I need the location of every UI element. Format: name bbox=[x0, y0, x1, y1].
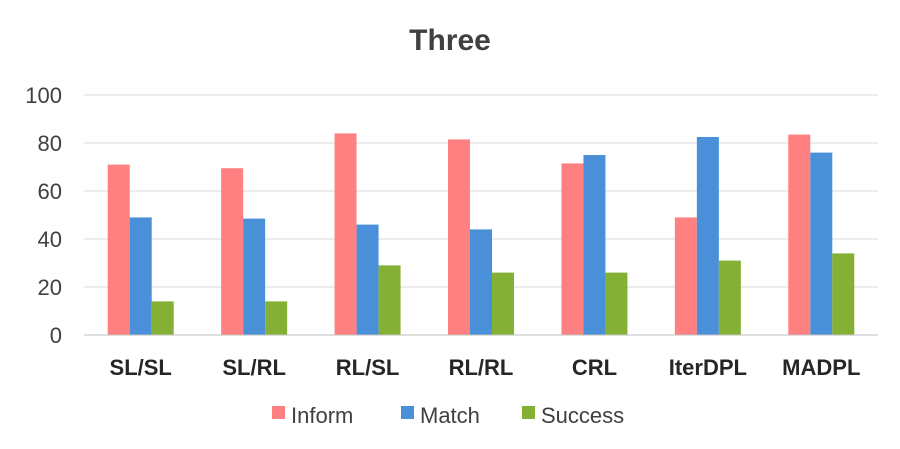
x-axis-categories: SL/SL SL/RL RL/SL RL/RL CRL IterDPL MADPL bbox=[110, 355, 861, 380]
x-category-label: SL/SL bbox=[110, 355, 172, 380]
x-category-label: IterDPL bbox=[669, 355, 747, 380]
bar-inform-3 bbox=[448, 139, 470, 335]
legend-label-success: Success bbox=[541, 403, 624, 428]
bar-match-5 bbox=[696, 137, 719, 335]
y-tick-label: 100 bbox=[25, 83, 62, 108]
bar-match-2 bbox=[356, 224, 379, 335]
y-axis-ticks: 0 20 40 60 80 100 bbox=[25, 83, 62, 348]
bar-match-6 bbox=[810, 152, 833, 335]
x-category-label: CRL bbox=[572, 355, 617, 380]
x-category-label: MADPL bbox=[782, 355, 860, 380]
x-category-label: RL/SL bbox=[336, 355, 400, 380]
gridlines bbox=[84, 94, 878, 288]
y-tick-label: 80 bbox=[38, 131, 62, 156]
y-tick-label: 20 bbox=[38, 275, 62, 300]
bar-inform-5 bbox=[674, 217, 697, 335]
bar-success-5 bbox=[718, 260, 741, 335]
x-category-label: SL/RL bbox=[222, 355, 286, 380]
legend: Inform Match Success bbox=[272, 403, 624, 428]
bar-inform-0 bbox=[107, 164, 130, 335]
bar-success-3 bbox=[492, 272, 514, 335]
legend-label-match: Match bbox=[420, 403, 480, 428]
bar-inform-1 bbox=[221, 168, 244, 335]
x-category-label: RL/RL bbox=[449, 355, 514, 380]
bar-match-0 bbox=[129, 217, 152, 335]
bar-success-0 bbox=[151, 301, 174, 335]
bar-success-1 bbox=[265, 301, 288, 335]
bar-match-1 bbox=[243, 218, 266, 335]
bar-success-2 bbox=[378, 265, 401, 335]
bar-inform-6 bbox=[788, 134, 811, 335]
y-tick-label: 40 bbox=[38, 227, 62, 252]
legend-swatch-success bbox=[522, 406, 535, 419]
bar-inform-4 bbox=[561, 163, 584, 335]
bar-success-6 bbox=[832, 253, 855, 335]
bar-match-3 bbox=[470, 229, 492, 335]
legend-label-inform: Inform bbox=[291, 403, 353, 428]
bar-inform-2 bbox=[334, 133, 357, 335]
bar-success-4 bbox=[605, 272, 628, 335]
bars bbox=[107, 133, 855, 335]
legend-swatch-match bbox=[401, 406, 414, 419]
bar-match-4 bbox=[583, 155, 606, 335]
y-tick-label: 60 bbox=[38, 179, 62, 204]
legend-swatch-inform bbox=[272, 406, 285, 419]
chart-title: Three bbox=[409, 24, 491, 57]
y-tick-label: 0 bbox=[50, 323, 62, 348]
